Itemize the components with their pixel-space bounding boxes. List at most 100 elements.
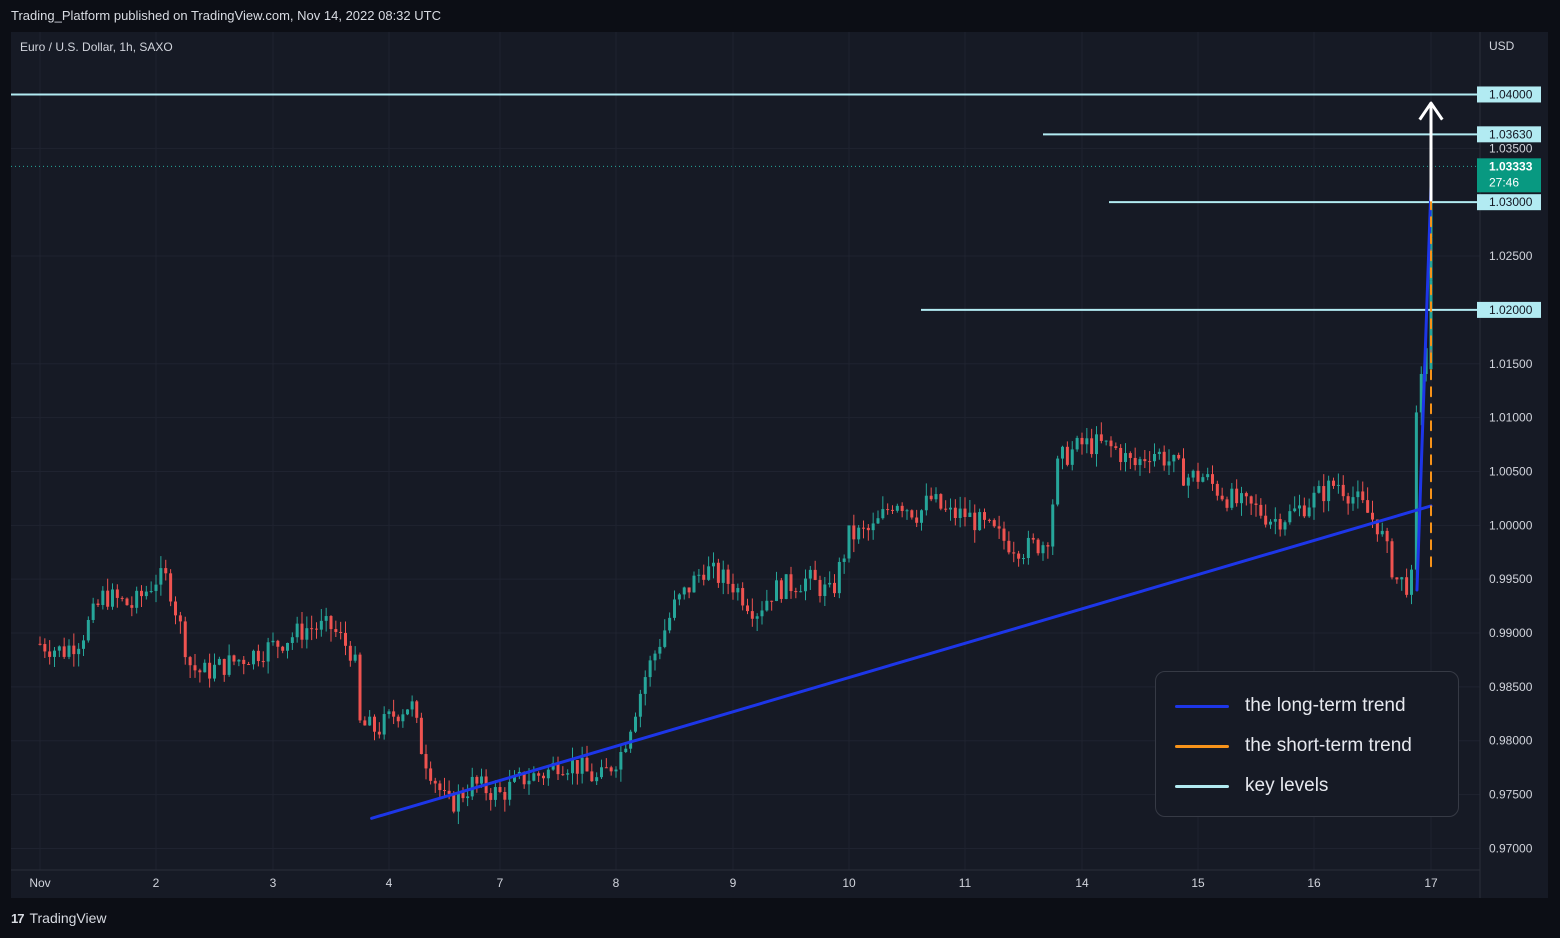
candle-body	[600, 767, 603, 778]
key-level-price-label: 1.02000	[1489, 303, 1533, 317]
candle-body	[871, 523, 875, 531]
long-term-trend-line	[370, 504, 1433, 820]
key-level-price-label: 1.04000	[1489, 87, 1533, 101]
time-axis[interactable]: Nov 2 3 4 7 8 9 10 11 14 15 16 17	[29, 876, 1438, 890]
legend-item-long-term: the long-term trend	[1175, 695, 1406, 716]
candle-body	[1346, 496, 1350, 504]
candle-body	[532, 773, 536, 781]
price-chart[interactable]: 1.04000 1.03630 1.03000 1.02000 1.03333 27:46…	[11, 32, 1548, 898]
candle-body	[1235, 488, 1239, 504]
candle-body	[438, 783, 442, 791]
candle-body	[1259, 504, 1263, 516]
candle-body	[149, 591, 153, 593]
candle-body	[1385, 530, 1389, 542]
candle-body	[556, 762, 560, 775]
candle-body	[159, 568, 163, 585]
candle-body	[120, 597, 124, 599]
candle-body	[1366, 500, 1370, 513]
candle-body	[1046, 545, 1050, 547]
currency-label: USD	[1489, 39, 1515, 53]
candle-body	[242, 659, 246, 665]
candle-body	[561, 774, 565, 776]
candle-body	[1206, 474, 1210, 478]
candle-body	[663, 630, 667, 647]
candle-body	[1419, 373, 1423, 413]
candle-body	[726, 569, 730, 584]
candle-body	[779, 580, 783, 599]
candle-body	[1264, 515, 1268, 525]
candle-body	[833, 582, 836, 594]
candle-body	[232, 655, 236, 662]
candle-body	[1182, 458, 1185, 486]
candle-body	[1012, 552, 1016, 554]
time-tick-label: 10	[842, 876, 856, 890]
candle-body	[702, 574, 706, 580]
candle-body	[86, 619, 90, 641]
candle-body	[1254, 503, 1258, 505]
candle-body	[1293, 508, 1297, 512]
candle-body	[1114, 446, 1118, 448]
candle-body	[125, 598, 129, 606]
candle-body	[978, 512, 982, 531]
candle-body	[1429, 252, 1433, 281]
candle-body	[1429, 289, 1433, 308]
candle-body	[406, 709, 409, 715]
time-tick-label: 11	[959, 876, 972, 890]
candle-body	[566, 773, 570, 775]
candle-body	[1405, 577, 1409, 595]
candle-body	[629, 731, 633, 749]
candle-body	[585, 757, 589, 772]
candle-body	[295, 623, 299, 638]
chart-panel[interactable]: 1.04000 1.03630 1.03000 1.02000 1.03333 27:46…	[11, 32, 1548, 898]
candle-body	[237, 659, 241, 662]
candle-body	[1061, 446, 1064, 459]
candle-body	[433, 780, 437, 784]
key-levels: 1.04000 1.03630 1.03000 1.02000 1.03333 27:46	[11, 86, 1541, 318]
tradingview-logo-icon[interactable]: 17	[11, 910, 25, 926]
candle-body	[983, 512, 986, 520]
key-level-price-label: 1.03000	[1489, 195, 1533, 209]
candle-body	[266, 642, 270, 662]
candle-body	[429, 768, 433, 781]
candle-body	[111, 589, 114, 607]
candle-body	[1327, 480, 1331, 502]
price-tick-label: 0.98500	[1489, 680, 1533, 694]
candle-body	[575, 760, 579, 774]
candle-body	[1007, 540, 1011, 553]
candle-body	[643, 677, 647, 694]
attribution-text: Trading_Platform published on TradingVie…	[11, 8, 441, 23]
last-price-box	[1477, 158, 1541, 193]
candle-body	[419, 717, 423, 755]
tradingview-brand[interactable]: TradingView	[29, 910, 107, 926]
candle-body	[1143, 459, 1147, 462]
candle-body	[67, 645, 71, 657]
candle-body	[784, 574, 788, 599]
candle-body	[1273, 519, 1277, 522]
candle-body	[1157, 451, 1161, 455]
candle-body	[1240, 493, 1243, 504]
price-tick-label: 1.00000	[1489, 518, 1533, 532]
candle-body	[1186, 477, 1190, 486]
candle-body	[1153, 454, 1156, 462]
candle-body	[1298, 505, 1301, 509]
candle-body	[619, 752, 623, 770]
candle-body	[1051, 504, 1055, 547]
forecast-arrow	[1418, 101, 1444, 202]
candle-body	[1288, 511, 1292, 523]
candle-body	[1041, 545, 1045, 554]
price-axis[interactable]: 1.03500 1.02500 1.01500 1.01000 1.00500 1.000…	[1489, 141, 1533, 855]
candle-body	[1201, 477, 1205, 482]
candle-body	[1196, 470, 1200, 482]
candle-body	[818, 579, 822, 597]
candle-body	[1341, 484, 1345, 497]
candle-body	[290, 637, 294, 643]
time-tick-label: Nov	[29, 876, 50, 890]
candle-body	[1249, 496, 1253, 504]
candle-body	[329, 616, 333, 630]
candle-body	[997, 526, 1001, 529]
candle-body	[276, 640, 280, 647]
candle-body	[261, 661, 265, 663]
legend-label-long-term: the long-term trend	[1245, 695, 1406, 716]
candle-body	[886, 509, 890, 511]
candle-body	[823, 584, 827, 597]
